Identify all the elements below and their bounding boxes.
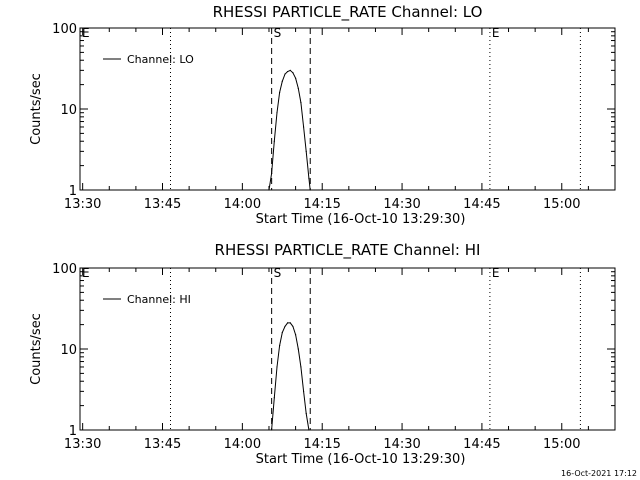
x-tick-label: 13:30 (64, 437, 101, 452)
y-tick-label: 1 (69, 424, 77, 439)
data-point (281, 80, 283, 82)
data-point (289, 322, 291, 324)
x-tick-label: 15:00 (543, 437, 580, 452)
x-tick-label: 14:00 (224, 197, 261, 212)
data-point (284, 325, 286, 328)
data-point (308, 177, 310, 179)
event-marker-label: E (82, 26, 90, 40)
event-marker-label: S (274, 266, 282, 280)
chart-title: RHESSI PARTICLE_RATE Channel: HI (215, 241, 481, 260)
x-tick-label: 14:15 (303, 197, 340, 212)
event-marker-label: S (274, 26, 282, 40)
data-point (273, 140, 275, 142)
chart-panel-0: RHESSI PARTICLE_RATE Channel: LO 13:30 13:… (29, 3, 616, 227)
data-point (300, 366, 302, 368)
data-point (289, 69, 291, 71)
data-point (279, 345, 281, 347)
chart-title: RHESSI PARTICLE_RATE Channel: LO (213, 3, 483, 22)
data-point (276, 366, 278, 368)
data-point (276, 112, 278, 114)
data-point (281, 331, 283, 334)
data-point (300, 101, 302, 104)
y-tick-label: 10 (60, 343, 77, 358)
data-point (308, 429, 310, 431)
y-axis-label: Counts/sec (29, 73, 44, 145)
print-timestamp: 16-Oct-2021 17:12 (561, 469, 637, 478)
legend-entry: Channel: LO (127, 53, 194, 66)
chart-panel-1: RHESSI PARTICLE_RATE Channel: HI 13:30 13:… (29, 241, 616, 467)
data-point (287, 70, 289, 73)
data-point (271, 429, 273, 431)
x-tick-label: 14:15 (303, 437, 340, 452)
x-tick-label: 14:00 (224, 437, 261, 452)
x-tick-label: 14:45 (463, 437, 500, 452)
x-tick-label: 14:45 (463, 197, 500, 212)
x-tick-label: 13:30 (64, 197, 101, 212)
event-marker-label: E (492, 266, 500, 280)
x-tick-label: 14:30 (383, 437, 420, 452)
data-point (292, 72, 294, 74)
series-line (268, 69, 311, 191)
y-tick-label: 100 (52, 22, 77, 37)
legend: Channel: LO (103, 53, 194, 66)
data-point (273, 397, 275, 399)
data-point (305, 150, 307, 152)
legend: Channel: HI (103, 293, 191, 306)
legend-entry: Channel: HI (127, 293, 191, 306)
data-point (309, 189, 311, 191)
data-point (292, 325, 294, 328)
x-tick-label: 15:00 (543, 197, 580, 212)
data-point (297, 348, 299, 350)
data-point (294, 334, 297, 336)
data-point (268, 189, 270, 191)
x-tick-label: 13:45 (144, 197, 181, 212)
y-tick-label: 100 (52, 262, 77, 277)
x-axis-label: Start Time (16-Oct-10 13:29:30) (256, 212, 466, 227)
y-axis-label: Counts/sec (29, 313, 44, 385)
y-tick-label: 1 (69, 184, 77, 199)
data-point (302, 126, 305, 128)
x-tick-label: 13:45 (144, 437, 181, 452)
x-tick-label: 14:30 (383, 197, 420, 212)
data-point (279, 91, 281, 94)
event-marker-label: E (82, 266, 90, 280)
y-tick-label: 10 (60, 103, 77, 118)
data-point (271, 172, 273, 175)
data-point (297, 87, 299, 89)
series-line (271, 322, 310, 431)
event-marker-label: E (492, 26, 500, 40)
data-point (284, 73, 286, 75)
data-point (305, 412, 307, 415)
data-point (287, 322, 289, 324)
data-point (294, 77, 297, 79)
data-point (302, 390, 305, 392)
x-axis-label: Start Time (16-Oct-10 13:29:30) (256, 452, 466, 467)
